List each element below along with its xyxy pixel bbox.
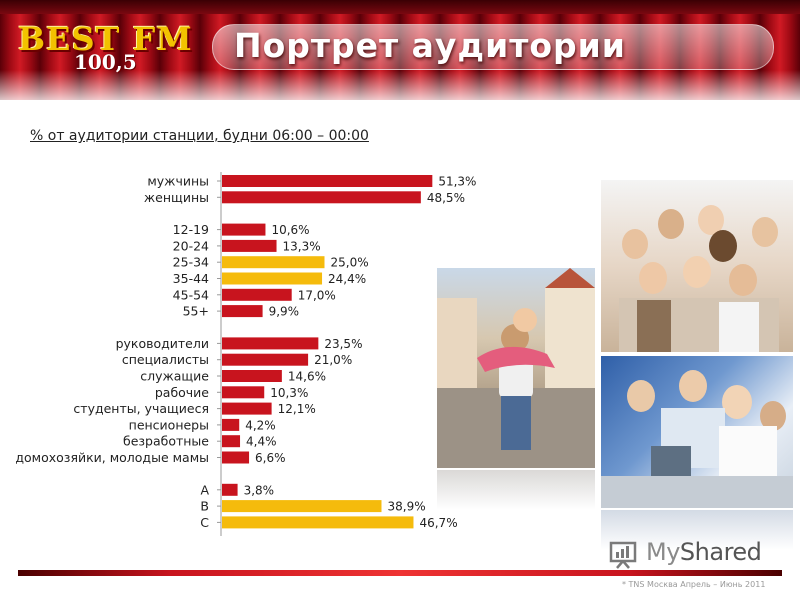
- category-label: специалисты: [122, 352, 209, 367]
- bar: [222, 386, 265, 399]
- value-label: 10,3%: [270, 386, 308, 400]
- page-title: Портрет аудитории: [234, 26, 626, 65]
- bar: [222, 223, 266, 236]
- category-label: C: [200, 515, 209, 530]
- value-label: 25,0%: [331, 256, 369, 270]
- myshared-watermark: MyShared: [608, 538, 768, 570]
- bar: [222, 353, 309, 366]
- curtain-valance: [0, 0, 800, 14]
- bar: [222, 256, 325, 269]
- category-label: 55+: [183, 304, 209, 319]
- value-label: 9,9%: [269, 305, 300, 319]
- category-label: мужчины: [147, 174, 209, 189]
- title-pill: [212, 24, 774, 70]
- bar: [222, 272, 323, 285]
- category-label: служащие: [140, 369, 209, 384]
- value-label: 24,4%: [328, 272, 366, 286]
- value-label: 38,9%: [387, 500, 425, 514]
- bar: [222, 191, 421, 204]
- bar: [222, 500, 382, 513]
- bar: [222, 483, 238, 496]
- bar: [222, 418, 240, 431]
- bar: [222, 435, 241, 448]
- header-fade: [0, 70, 800, 125]
- category-label: безработные: [123, 434, 209, 449]
- myshared-text-part2: Shared: [679, 538, 762, 566]
- value-label: 6,6%: [255, 451, 286, 465]
- myshared-text: MyShared: [646, 538, 762, 566]
- category-label: пенсионеры: [129, 417, 209, 432]
- bar: [222, 516, 414, 529]
- footer-bar: [18, 570, 782, 576]
- couple-photo-reflection: [437, 470, 595, 510]
- bar: [222, 305, 263, 318]
- value-label: 14,6%: [288, 370, 326, 384]
- value-label: 13,3%: [283, 239, 321, 253]
- value-label: 48,5%: [427, 191, 465, 205]
- category-label: 12-19: [173, 222, 209, 237]
- bar: [222, 402, 272, 415]
- bar: [222, 451, 250, 464]
- category-label: домохозяйки, молодые мамы: [15, 450, 209, 465]
- value-label: 10,6%: [271, 223, 309, 237]
- value-label: 3,8%: [244, 483, 275, 497]
- value-label: 12,1%: [278, 402, 316, 416]
- category-label: B: [200, 499, 209, 514]
- office-photo: [601, 356, 793, 508]
- bar: [222, 239, 277, 252]
- logo-name: BEST FM: [18, 20, 193, 58]
- category-label: A: [200, 482, 209, 497]
- chart-subtitle: % от аудитории станции, будни 06:00 – 00…: [30, 128, 369, 144]
- value-label: 4,2%: [245, 418, 276, 432]
- crowd-photo: [601, 180, 793, 352]
- bar: [222, 175, 433, 187]
- bar: [222, 288, 292, 301]
- value-label: 17,0%: [298, 288, 336, 302]
- value-label: 21,0%: [314, 353, 352, 367]
- footer-source-note: * TNS Москва Апрель – Июнь 2011: [622, 580, 766, 589]
- category-label: рабочие: [155, 385, 209, 400]
- bar-chart: мужчины 51,3% женщины 48,5% 12-19 10,6% 20-24 1…: [15, 172, 476, 536]
- station-logo: BEST FM 100,5: [10, 20, 205, 74]
- category-label: женщины: [144, 190, 209, 205]
- value-label: 4,4%: [246, 435, 276, 449]
- value-label: 46,7%: [419, 516, 457, 530]
- category-label: 35-44: [173, 271, 209, 286]
- value-label: 51,3%: [438, 175, 476, 189]
- category-label: студенты, учащиеся: [73, 401, 209, 416]
- category-label: 25-34: [173, 255, 209, 270]
- couple-photo: [437, 268, 595, 468]
- bar: [222, 337, 319, 350]
- category-label: 45-54: [173, 287, 209, 302]
- logo-frequency: 100,5: [74, 50, 137, 74]
- bar: [222, 370, 282, 382]
- value-label: 23,5%: [324, 337, 362, 351]
- myshared-text-part1: My: [646, 538, 680, 566]
- category-label: руководители: [116, 336, 209, 351]
- category-label: 20-24: [173, 238, 209, 253]
- myshared-icon: [609, 541, 637, 569]
